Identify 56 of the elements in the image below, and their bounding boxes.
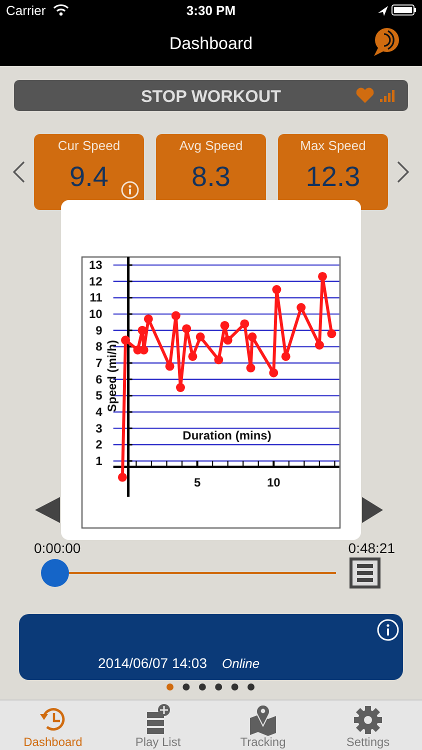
y-tick-label: 12 — [88, 274, 103, 288]
y-tick-label: 7 — [96, 356, 103, 370]
y-tick-label: 8 — [96, 340, 103, 354]
y-tick-label: 10 — [88, 307, 103, 322]
point — [220, 320, 230, 330]
text: 0:00:00 — [34, 540, 81, 556]
category-label: Tracking — [240, 735, 286, 749]
y-tick-label: 5 — [96, 388, 103, 403]
text: Dashboard — [169, 34, 253, 53]
category-label: Dashboard — [24, 735, 82, 749]
x-axis-title: Duration (mins) — [182, 428, 272, 443]
text: 2014/06/07 14:03 — [98, 655, 208, 671]
category-label: Avg Speed — [179, 138, 243, 153]
point — [269, 368, 278, 378]
point — [281, 352, 290, 361]
point — [121, 336, 130, 345]
text: Carrier — [6, 3, 46, 18]
data-label: 12.3 — [306, 161, 360, 192]
point — [171, 311, 180, 320]
point — [214, 355, 224, 364]
point — [318, 272, 328, 281]
point — [182, 324, 192, 334]
point — [144, 314, 153, 324]
point — [246, 363, 256, 372]
point — [118, 472, 127, 482]
category-label: Cur Speed — [58, 138, 120, 153]
text: 0:48:21 — [348, 540, 396, 556]
point — [296, 303, 306, 312]
y-tick-label: 1 — [96, 454, 103, 468]
y-tick-label: 13 — [88, 258, 103, 272]
y-tick-label: 9 — [96, 323, 103, 338]
point — [165, 362, 174, 371]
y-tick-label: 3 — [96, 421, 103, 436]
point — [327, 329, 336, 338]
category-label: Max Speed — [300, 138, 366, 153]
point — [240, 319, 250, 328]
y-tick-label: 4 — [96, 405, 103, 419]
point — [223, 336, 232, 345]
data-label: 9.4 — [70, 161, 108, 192]
point — [176, 383, 185, 392]
text: 3:30 PM — [186, 3, 236, 18]
y-tick-label: 2 — [96, 438, 103, 452]
y-axis-title: Speed (mi/h) — [105, 340, 119, 412]
point — [196, 332, 205, 342]
point — [272, 285, 282, 294]
text: Online — [222, 656, 260, 671]
y-tick-label: 6 — [96, 372, 103, 386]
point — [188, 352, 198, 361]
text: STOP WORKOUT — [140, 87, 282, 106]
category-label: Settings — [346, 735, 390, 749]
point — [138, 326, 147, 335]
y-tick-label: 11 — [90, 290, 103, 305]
category-label: Play List — [135, 735, 182, 749]
point — [248, 332, 257, 342]
data-label: 8.3 — [192, 161, 230, 192]
point — [314, 340, 324, 350]
